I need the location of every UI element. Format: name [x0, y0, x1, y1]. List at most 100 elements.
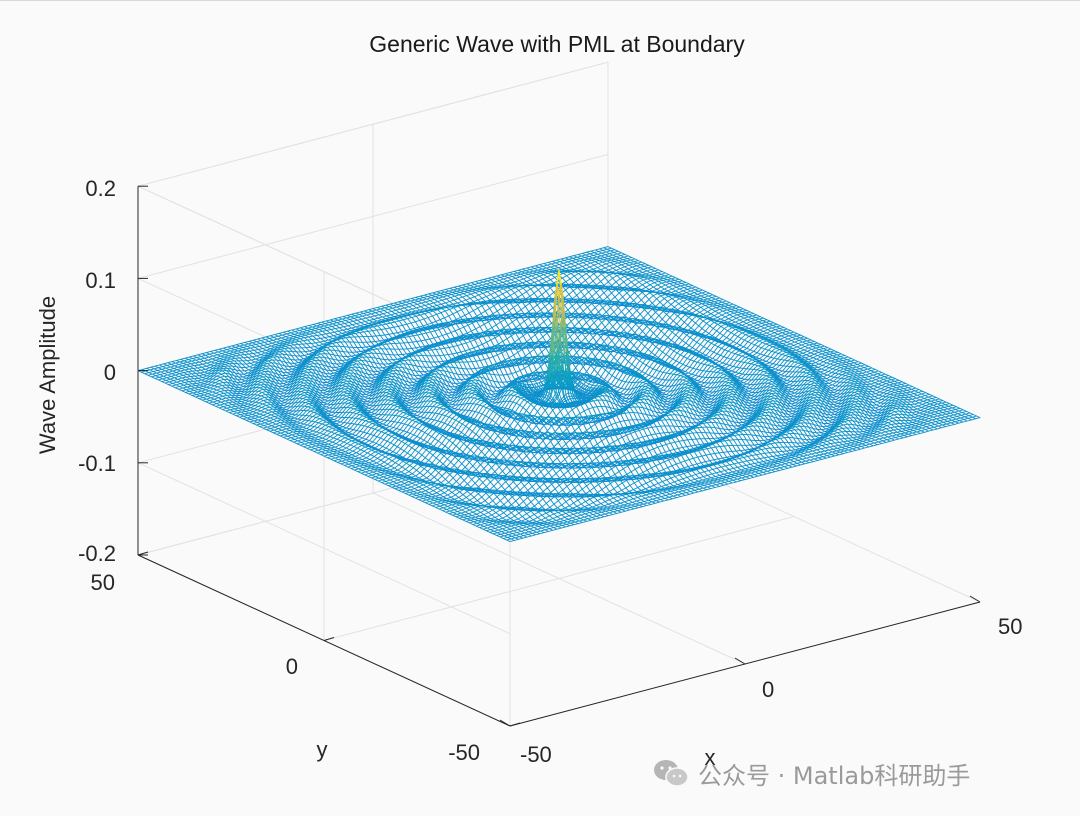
peak-mesh-segment-19: [513, 387, 517, 390]
peak-mesh-segment-149: [531, 394, 534, 397]
xtick-mark-1: [734, 657, 746, 665]
peak-mesh-segment-894: [577, 379, 581, 382]
peak-mesh-segment-568: [558, 383, 562, 387]
peak-mesh-segment-445: [548, 395, 552, 401]
xtick-label-0: -50: [520, 742, 552, 767]
peak-mesh-segment-668: [561, 325, 565, 356]
peak-mesh-segment-922: [571, 400, 575, 403]
peak-mesh-segment-949: [576, 392, 579, 395]
ytick-label-2: 50: [91, 570, 115, 595]
peak-mesh-segment-858: [575, 377, 579, 380]
peak-mesh-segment-820: [573, 375, 577, 378]
peak-mesh-segment-105: [526, 395, 530, 398]
peak-mesh-segment-1101: [589, 390, 593, 394]
peak-mesh-segment-839: [567, 392, 571, 399]
peak-mesh-segment-222: [540, 385, 544, 389]
peak-mesh-segment-195: [538, 386, 541, 390]
peak-mesh-segment-826: [573, 377, 577, 381]
peak-mesh-segment-678: [558, 388, 563, 395]
peak-mesh-segment-106: [526, 396, 529, 399]
peak-mesh-segment-538: [552, 398, 556, 402]
peak-mesh-segment-148: [532, 393, 535, 396]
peak-mesh-segment-1057: [585, 390, 589, 393]
peak-mesh-segment-582: [554, 385, 558, 394]
peak-mesh-segment-1003: [582, 388, 586, 392]
peak-mesh-segment-1109: [585, 400, 589, 403]
peak-mesh-segment-1100: [590, 387, 594, 392]
peak-mesh-segment-1102: [589, 393, 593, 396]
peak-mesh-segment-505: [547, 402, 550, 404]
peak-mesh-segment-444: [550, 327, 553, 348]
peak-mesh-segment-151: [530, 397, 533, 400]
peak-mesh-segment-531: [553, 329, 557, 361]
xtick-mark-2: [969, 595, 981, 603]
peak-mesh-segment-672: [560, 284, 564, 298]
peak-mesh-segment-778: [560, 403, 564, 406]
peak-mesh-segment-10: [512, 384, 515, 387]
peak-mesh-segment-718: [561, 361, 565, 383]
peak-mesh-segment-955: [573, 403, 577, 405]
peak-mesh-segment-802: [565, 394, 569, 400]
peak-mesh-segment-298: [541, 392, 544, 395]
peak-mesh-segment-1063: [583, 400, 586, 403]
peak-mesh-segment-937: [578, 382, 582, 386]
peak-mesh-segment-100: [529, 384, 532, 388]
peak-mesh-segment-235: [536, 400, 539, 402]
peak-mesh-segment-1005: [581, 391, 585, 394]
peak-mesh-segment-1191: [603, 388, 606, 390]
watermark-text: 公众号 · Matlab科研助手: [698, 756, 970, 791]
peak-mesh-segment-1178: [597, 392, 601, 395]
peak-mesh-segment-535: [552, 393, 556, 399]
peak-mesh-segment-193: [538, 382, 542, 387]
peak-mesh-segment-803: [566, 348, 571, 370]
peak-mesh-segment-673: [559, 329, 563, 362]
peak-mesh-segment-16: [515, 382, 518, 386]
peak-mesh-segment-764: [564, 355, 568, 361]
peak-mesh-segment-11: [511, 385, 515, 388]
peak-mesh-segment-1143: [590, 397, 594, 401]
peak-mesh-segment-530: [554, 284, 558, 297]
ztick-label-1: -0.1: [78, 451, 116, 476]
peak-mesh-segment-920: [572, 393, 576, 396]
peak-mesh-segment-487: [552, 319, 555, 328]
peak-mesh-segment-888: [569, 401, 573, 404]
peak-mesh-segment-82: [526, 386, 530, 391]
peak-mesh-segment-64: [524, 383, 528, 388]
peak-mesh-segment-780: [572, 373, 575, 377]
peak-mesh-segment-711: [564, 379, 568, 387]
peak-mesh-segment-128: [528, 397, 531, 400]
peak-mesh-segment-916: [573, 388, 577, 393]
peak-mesh-segment-1103: [588, 395, 592, 398]
peak-mesh-segment-599: [550, 404, 554, 407]
peak-mesh-segment-941: [578, 389, 581, 392]
peak-mesh-segment-208: [532, 402, 536, 404]
peak-mesh-segment-907: [572, 394, 576, 399]
peak-mesh-segment-980: [578, 393, 582, 396]
peak-mesh-segment-331: [543, 384, 547, 389]
peak-mesh-segment-1192: [602, 389, 606, 392]
peak-mesh-segment-103: [527, 391, 531, 395]
peak-mesh-segment-147: [532, 391, 535, 394]
peak-mesh-segment-152: [530, 399, 533, 402]
peak-mesh-segment-1081: [587, 393, 591, 396]
peak-mesh-segment-324: [542, 397, 546, 401]
peak-mesh-segment-238: [534, 403, 538, 405]
peak-mesh-segment-981: [578, 394, 581, 397]
peak-mesh-segment-68: [522, 392, 526, 395]
peak-mesh-segment-220: [540, 381, 544, 386]
peak-mesh-segment-881: [571, 381, 575, 389]
peak-mesh-segment-125: [529, 393, 533, 396]
peak-mesh-segment-1153: [594, 392, 598, 396]
peak-mesh-segment-1056: [586, 386, 590, 391]
peak-mesh-segment-1164: [597, 387, 601, 391]
peak-mesh-segment-1157: [592, 396, 596, 399]
peak-mesh-segment-83: [525, 389, 529, 393]
peak-mesh-segment-680: [558, 398, 562, 402]
peak-mesh-segment-144: [533, 383, 537, 388]
peak-mesh-segment-632: [556, 398, 560, 402]
peak-mesh-segment-1127: [588, 399, 591, 402]
peak-mesh-segment-172: [535, 391, 538, 393]
peak-mesh-segment-1059: [585, 394, 588, 397]
mesh-lines-12: [187, 263, 931, 525]
peak-mesh-segment-131: [526, 398, 530, 401]
